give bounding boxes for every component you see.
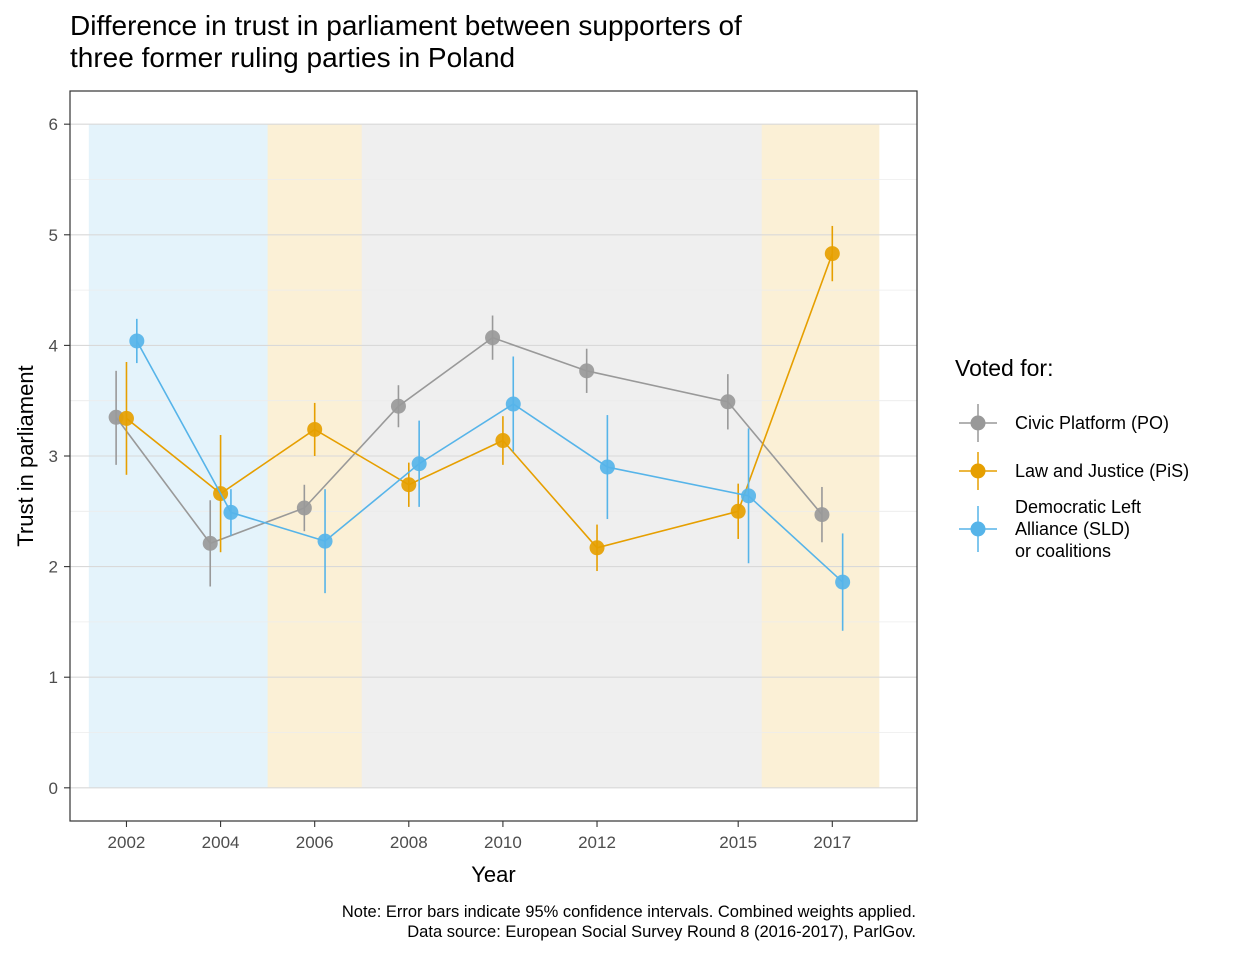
x-tick-label-2012: 2012: [578, 833, 616, 852]
data-point-1-2: [307, 421, 323, 437]
chart-title-line-1: Difference in trust in parliament betwee…: [70, 10, 742, 41]
x-tick-label-2006: 2006: [296, 833, 334, 852]
data-point-1-4: [495, 433, 511, 449]
data-point-1-3: [401, 477, 417, 493]
caption-note: Note: Error bars indicate 95% confidence…: [342, 902, 916, 942]
legend-key-pis: [959, 452, 997, 490]
data-point-2-4: [505, 396, 521, 412]
caption-line-1: Note: Error bars indicate 95% confidence…: [341, 903, 916, 921]
y-tick-label-3: 3: [49, 447, 58, 466]
data-point-1-0: [118, 410, 134, 426]
data-point-2-7: [835, 574, 851, 590]
y-tick-label-1: 1: [49, 668, 58, 687]
y-tick-label-5: 5: [49, 226, 58, 245]
x-axis-title: Year: [471, 862, 515, 887]
series-line-0: [115, 336, 823, 545]
y-tick-label-6: 6: [49, 115, 58, 134]
caption-line-2: Data source: European Social Survey Roun…: [407, 923, 916, 941]
y-axis-title: Trust in parliament: [13, 365, 38, 546]
y-tick-label-0: 0: [49, 779, 58, 798]
data-point-1-5: [589, 540, 605, 556]
legend-item-po: Civic Platform (PO): [955, 400, 1189, 446]
data-point-0-6: [720, 394, 736, 410]
x-tick-label-2017: 2017: [813, 833, 851, 852]
data-point-1-7: [824, 246, 840, 262]
data-point-2-2: [317, 533, 333, 549]
series-line-2: [136, 340, 844, 583]
series-2: [129, 318, 851, 631]
data-point-0-4: [485, 330, 501, 346]
data-point-0-5: [579, 363, 595, 379]
data-point-2-0: [129, 333, 145, 349]
data-point-0-1: [202, 535, 218, 551]
legend-item-sld: Democratic Left Alliance (SLD) or coalit…: [955, 496, 1189, 562]
data-point-2-3: [411, 456, 427, 472]
data-point-1-6: [730, 503, 746, 519]
data-point-0-3: [390, 398, 406, 414]
legend-label-sld: Democratic Left Alliance (SLD) or coalit…: [1015, 497, 1142, 561]
x-tick-label-2008: 2008: [390, 833, 428, 852]
x-tick-label-2002: 2002: [108, 833, 146, 852]
data-point-2-1: [223, 504, 239, 520]
x-tick-label-2010: 2010: [484, 833, 522, 852]
y-tick-label-2: 2: [49, 558, 58, 577]
x-axis: 2002 2004 2006 2008 2010 2012 2015 2017: [108, 821, 851, 852]
legend-item-pis: Law and Justice (PiS): [955, 448, 1189, 494]
x-tick-label-2004: 2004: [202, 833, 240, 852]
chart-title: Difference in trust in parliament betwee…: [70, 10, 742, 74]
y-axis: 0 1 2 3 4 5 6: [49, 115, 70, 798]
data-point-0-7: [814, 507, 830, 523]
data-point-0-2: [296, 500, 312, 516]
x-tick-label-2015: 2015: [719, 833, 757, 852]
legend: Voted for: Civic Platform (PO) Law and J…: [955, 355, 1189, 562]
chart-title-line-2: three former ruling parties in Poland: [70, 42, 516, 73]
legend-key-po: [959, 404, 997, 442]
legend-label-pis: Law and Justice (PiS): [1015, 461, 1190, 481]
gridlines: [70, 123, 917, 789]
legend-label-po: Civic Platform (PO): [1015, 413, 1170, 433]
series-0: [108, 315, 830, 587]
series-1: [118, 225, 840, 572]
data-point-2-5: [599, 459, 615, 475]
data-series-layer: [108, 225, 851, 631]
legend-key-sld: [959, 506, 997, 552]
series-line-1: [125, 253, 834, 549]
y-tick-label-4: 4: [49, 336, 58, 355]
legend-title: Voted for:: [955, 355, 1054, 381]
data-point-2-6: [741, 488, 757, 504]
